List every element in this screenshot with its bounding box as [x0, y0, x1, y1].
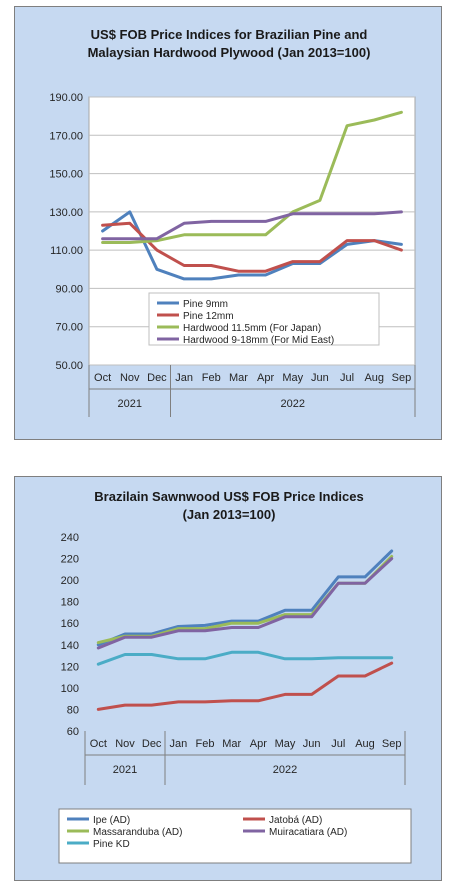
plywood-chart-panel: US$ FOB Price Indices for Brazilian Pine…	[14, 6, 442, 440]
y-tick-label: 160	[61, 618, 79, 630]
x-tick-label: Aug	[355, 738, 375, 750]
chart-title-line: Brazilain Sawnwood US$ FOB Price Indices	[94, 489, 363, 504]
y-tick-label: 60	[67, 726, 79, 738]
series-line-0	[101, 210, 403, 281]
legend-box	[148, 292, 380, 346]
x-tick-label: Mar	[222, 738, 241, 750]
x-tick-label: Feb	[196, 738, 215, 750]
series-line-1	[96, 661, 394, 711]
chart-title-line: US$ FOB Price Indices for Brazilian Pine…	[91, 27, 368, 42]
legend-label: Jatobá (AD)	[269, 815, 322, 826]
x-tick-label: Nov	[115, 738, 135, 750]
chart-title-line: (Jan 2013=100)	[183, 507, 276, 522]
x-tick-label: May	[275, 738, 296, 750]
y-tick-label: 220	[61, 554, 79, 566]
x-tick-label: Jan	[169, 738, 187, 750]
x-tick-label: Feb	[202, 372, 221, 384]
x-tick-label: Apr	[257, 372, 274, 384]
x-tick-label: Sep	[382, 738, 402, 750]
y-tick-label: 200	[61, 575, 79, 587]
x-tick-label: Dec	[147, 372, 167, 384]
chart-title-line: Malaysian Hardwood Plywood (Jan 2013=100…	[88, 45, 371, 60]
x-tick-label: Oct	[94, 372, 111, 384]
legend-label: Hardwood 11.5mm (For Japan)	[183, 323, 321, 334]
x-tick-label: Aug	[364, 372, 384, 384]
x-tick-label: May	[282, 372, 303, 384]
year-group-label: 2022	[273, 764, 297, 776]
x-tick-label: Jul	[340, 372, 354, 384]
y-tick-label: 80	[67, 704, 79, 716]
y-tick-label: 130.00	[49, 207, 83, 219]
y-tick-label: 110.00	[50, 245, 83, 257]
y-tick-label: 150.00	[49, 169, 83, 181]
series-line-3	[101, 210, 403, 241]
x-tick-label: Dec	[142, 738, 162, 750]
y-tick-label: 240	[61, 532, 79, 544]
series-line-3	[96, 557, 394, 650]
y-tick-label: 50.00	[55, 360, 83, 372]
y-tick-label: 180	[61, 597, 79, 609]
plywood-price-chart: US$ FOB Price Indices for Brazilian Pine…	[49, 27, 416, 417]
x-tick-label: Sep	[392, 372, 412, 384]
x-tick-label: Jul	[331, 738, 345, 750]
x-tick-label: Jun	[311, 372, 329, 384]
y-tick-label: 190.00	[49, 92, 83, 104]
legend-label: Pine 9mm	[183, 299, 228, 310]
y-tick-label: 120	[61, 661, 79, 673]
legend-label: Ipe (AD)	[93, 815, 130, 826]
y-tick-label: 70.00	[55, 322, 83, 334]
x-tick-label: Jun	[303, 738, 321, 750]
legend-box	[58, 808, 412, 864]
sawnwood-chart-panel: Brazilain Sawnwood US$ FOB Price Indices…	[14, 476, 442, 881]
series-line-2	[101, 110, 403, 244]
legend-label: Massaranduba (AD)	[93, 827, 182, 838]
legend-label: Muiracatiara (AD)	[269, 827, 347, 838]
x-tick-label: Mar	[229, 372, 248, 384]
series-line-4	[96, 650, 394, 666]
legend-label: Hardwood 9-18mm (For Mid East)	[183, 335, 334, 346]
legend-label: Pine 12mm	[183, 311, 234, 322]
x-tick-label: Nov	[120, 372, 140, 384]
x-tick-label: Jan	[175, 372, 193, 384]
y-tick-label: 100	[61, 683, 79, 695]
year-group-label: 2022	[281, 398, 305, 410]
year-group-label: 2021	[118, 398, 142, 410]
legend-label: Pine KD	[93, 839, 130, 850]
x-tick-label: Oct	[90, 738, 107, 750]
sawnwood-price-chart: Brazilain Sawnwood US$ FOB Price Indices…	[58, 489, 412, 864]
series-line-1	[101, 221, 403, 273]
x-tick-label: Apr	[250, 738, 267, 750]
y-tick-label: 140	[61, 640, 79, 652]
series-line-0	[96, 549, 394, 647]
year-group-label: 2021	[113, 764, 137, 776]
y-tick-label: 90.00	[55, 283, 83, 295]
y-tick-label: 170.00	[49, 130, 83, 142]
